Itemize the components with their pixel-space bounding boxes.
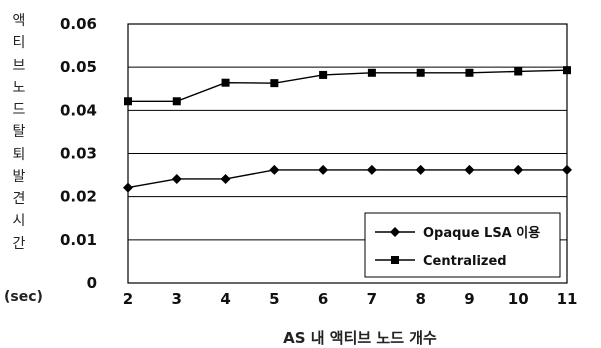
data-point-diamond [464,164,475,175]
y-tick-label: 0 [87,274,97,292]
x-tick-label: 6 [318,290,328,308]
y-axis-label-char: 퇴 [12,146,26,163]
series-line-1 [127,169,567,189]
data-point-diamond [513,164,524,175]
y-tick-label: 0.06 [60,15,97,33]
legend-label: Centralized [423,254,507,269]
data-point-square [416,68,425,77]
x-tick-label: 3 [172,290,182,308]
y-axis-unit: (sec) [4,289,43,305]
legend-marker-square [391,256,399,264]
y-axis-label-char: 브 [12,57,26,74]
data-point-square [124,97,132,106]
data-point-diamond [171,173,182,184]
legend-label: Opaque LSA 이용 [423,225,540,241]
y-axis-label-char: 발 [12,168,26,185]
data-point-diamond [562,164,572,175]
data-point-square [465,68,474,77]
data-point-square [221,78,230,87]
y-tick-label: 0.04 [60,101,97,119]
y-tick-label: 0.03 [60,145,97,163]
y-axis-label-char: 탈 [12,124,26,141]
data-point-diamond [366,164,377,175]
legend-box [364,212,561,278]
data-point-diamond [269,164,280,175]
y-axis-label-char: 시 [12,213,26,230]
y-axis-label-char: 액 [12,13,26,29]
x-tick-label: 5 [269,290,279,308]
x-tick-label: 10 [508,290,529,308]
data-point-diamond [318,164,329,175]
data-point-diamond [220,173,231,184]
data-point-square [367,68,376,77]
plot-frame [127,23,568,284]
x-tick-label: 8 [415,290,425,308]
legend-marker-diamond [390,227,400,237]
data-point-diamond [123,182,133,193]
x-tick-label: 9 [464,290,474,308]
y-axis-label-char: 간 [12,235,26,252]
data-point-diamond [415,164,426,175]
y-axis-label-char: 드 [12,102,26,118]
data-point-square [270,79,279,88]
y-axis-label-char: 견 [12,191,26,207]
x-tick-label: 4 [220,290,230,308]
data-point-square [319,70,328,79]
series-line-2 [128,69,568,102]
y-axis-label-char: 노 [12,79,26,96]
x-axis-label: AS 내 액티브 노드 개수 [283,329,437,347]
x-tick-label: 2 [123,290,133,308]
data-point-square [514,67,523,76]
x-tick-label: 11 [557,290,578,308]
y-tick-label: 0.01 [60,231,97,249]
y-tick-label: 0.05 [60,58,97,76]
y-tick-label: 0.02 [60,188,97,206]
data-point-square [172,97,181,106]
x-tick-label: 7 [367,290,377,308]
data-point-square [563,66,571,75]
y-axis-label-char: 티 [12,35,26,52]
